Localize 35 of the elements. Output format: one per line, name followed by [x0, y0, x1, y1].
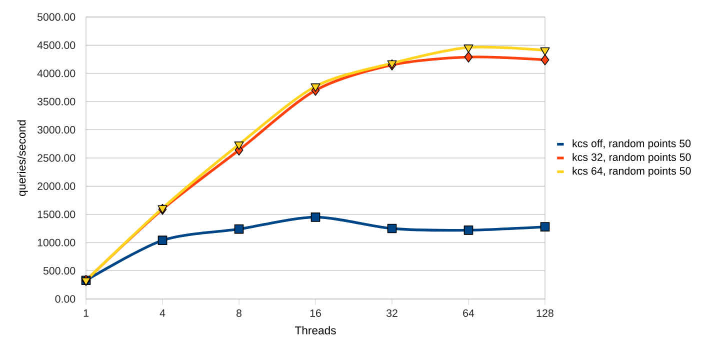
point: [310, 83, 320, 92]
x-tick-label: 16: [310, 309, 321, 317]
y-tick-label: 5000.00: [37, 13, 76, 21]
point: [464, 44, 474, 53]
point: [540, 47, 550, 56]
point: [540, 222, 550, 232]
x-tick-label: 1: [84, 309, 88, 317]
y-tick-label: 0.00: [55, 295, 76, 303]
y-tick-label: 2500.00: [38, 154, 76, 162]
point: [464, 52, 473, 63]
legend-label: kcs off, random points 50: [572, 139, 691, 150]
x-tick-label: 64: [463, 309, 474, 317]
y-axis-title: queries/second: [17, 120, 28, 196]
y-tick-label: 4500.00: [37, 41, 76, 49]
point: [464, 226, 474, 235]
y-tick-label: 1000.00: [38, 238, 76, 246]
y-tick-label: 1500.00: [38, 210, 76, 218]
point: [158, 236, 168, 245]
point: [234, 224, 244, 234]
x-axis-title: Threads: [294, 326, 336, 334]
y-tick-label: 3500.00: [37, 98, 76, 106]
x-tick-label: 8: [236, 309, 242, 317]
point: [310, 212, 320, 222]
legend-label: kcs 64, random points 50: [572, 166, 691, 177]
y-tick-label: 2000.00: [38, 182, 76, 190]
x-tick-label: 32: [386, 309, 398, 317]
y-tick-label: 3000.00: [37, 126, 76, 134]
y-tick-label: 4000.00: [37, 70, 76, 78]
x-tick-label: 4: [160, 309, 166, 317]
point: [387, 224, 397, 234]
legend-label: kcs 32, random points 50: [572, 153, 691, 164]
y-tick-label: 500.00: [43, 267, 76, 275]
x-tick-label: 128: [536, 309, 554, 317]
point: [234, 142, 244, 150]
point: [540, 54, 550, 66]
